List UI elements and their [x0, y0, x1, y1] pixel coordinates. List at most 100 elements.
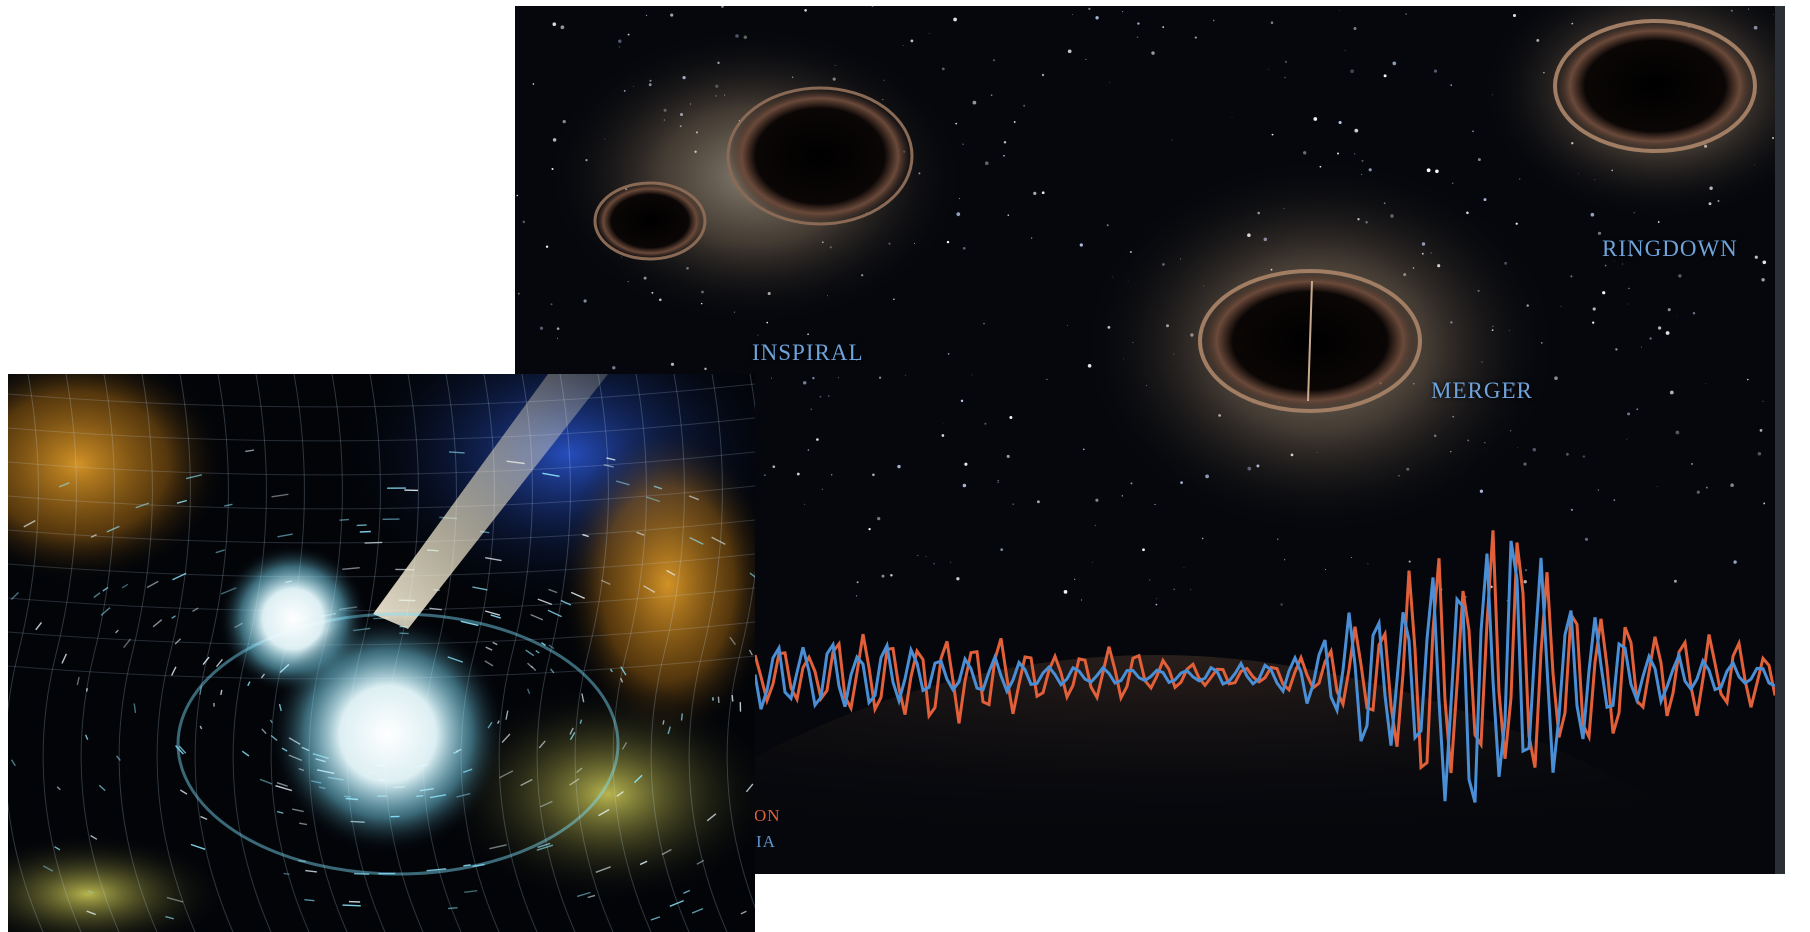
- star: [1173, 588, 1175, 591]
- debris-streak: [76, 676, 80, 686]
- star: [1472, 130, 1474, 133]
- star: [1009, 416, 1013, 419]
- debris-streak: [472, 863, 485, 868]
- star: [556, 327, 560, 330]
- grid-line: [8, 553, 755, 578]
- star: [872, 473, 875, 477]
- star: [1656, 486, 1658, 487]
- debris-streak: [298, 859, 306, 863]
- star: [1149, 579, 1151, 581]
- star: [1759, 429, 1763, 432]
- star: [1095, 16, 1099, 20]
- star: [1570, 508, 1573, 511]
- debris-streak: [247, 681, 251, 687]
- star: [1757, 451, 1762, 456]
- star: [1705, 383, 1707, 384]
- star: [522, 220, 526, 224]
- gold-cloud-right: [558, 424, 755, 744]
- debris-streak: [740, 910, 747, 915]
- grid-line: [8, 383, 755, 408]
- star: [1108, 81, 1110, 83]
- star: [646, 14, 648, 17]
- star: [1408, 560, 1411, 563]
- star: [953, 17, 957, 22]
- star: [1081, 599, 1083, 601]
- star: [550, 303, 553, 306]
- star: [618, 46, 620, 48]
- debris-streak: [199, 685, 203, 695]
- star: [1630, 254, 1633, 257]
- star: [972, 100, 977, 105]
- star: [1450, 84, 1452, 86]
- debris-streak: [93, 592, 101, 598]
- star: [1013, 121, 1016, 123]
- debris-streak: [520, 778, 533, 787]
- debris-streak: [200, 815, 208, 821]
- ringdown-label: RINGDOWN: [1602, 236, 1738, 261]
- star: [670, 362, 675, 366]
- star: [1006, 454, 1010, 458]
- star: [810, 408, 812, 410]
- star: [1106, 224, 1109, 227]
- star: [796, 472, 800, 476]
- star: [1506, 600, 1508, 602]
- star: [804, 503, 806, 505]
- debris-streak: [609, 668, 613, 673]
- star: [1339, 10, 1340, 11]
- star: [545, 245, 549, 248]
- debris-streak: [530, 665, 537, 672]
- star: [1231, 116, 1233, 118]
- star: [1673, 579, 1677, 583]
- star: [1479, 489, 1484, 493]
- debris-streak: [172, 572, 187, 581]
- star: [1000, 548, 1004, 552]
- star: [917, 554, 919, 557]
- star: [1074, 578, 1076, 581]
- star: [1136, 36, 1139, 38]
- debris-streak: [176, 499, 187, 504]
- debris-streak: [215, 658, 223, 668]
- star: [1137, 22, 1140, 25]
- star: [1094, 524, 1096, 526]
- debris-streak: [636, 531, 645, 536]
- star: [1082, 448, 1085, 451]
- star: [871, 6, 874, 8]
- debris-streak: [224, 503, 233, 507]
- debris-streak: [116, 755, 121, 761]
- star: [997, 481, 999, 484]
- star: [1692, 311, 1696, 315]
- debris-streak: [620, 666, 627, 676]
- debris-streak: [729, 636, 736, 646]
- debris-streak: [102, 586, 109, 592]
- star: [1451, 182, 1454, 185]
- legend-fragment-orange: ON: [754, 806, 781, 825]
- star: [830, 474, 833, 476]
- debris-streak: [606, 457, 616, 461]
- star: [941, 67, 945, 71]
- debris-streak: [121, 583, 129, 589]
- grid-line: [688, 374, 728, 932]
- debris-streak: [646, 496, 661, 503]
- star: [1435, 169, 1439, 174]
- debris-streak: [689, 536, 704, 545]
- star: [1747, 378, 1749, 381]
- star: [819, 395, 822, 398]
- star: [1649, 337, 1652, 340]
- debris-streak: [86, 687, 88, 692]
- orange-waveform: [753, 530, 1775, 774]
- star: [807, 333, 809, 336]
- debris-streak: [706, 813, 717, 822]
- star: [1566, 452, 1569, 456]
- star: [1303, 151, 1307, 155]
- star: [1063, 590, 1068, 594]
- debris-streak: [58, 482, 70, 488]
- neutron-star-merger-image: [8, 374, 755, 932]
- star: [1284, 60, 1287, 63]
- debris-streak: [745, 783, 754, 793]
- debris-streak: [499, 770, 514, 779]
- debris-streak: [485, 646, 493, 651]
- debris-streak: [550, 668, 555, 674]
- debris-streak: [548, 644, 555, 650]
- star: [552, 22, 557, 27]
- star: [704, 367, 707, 371]
